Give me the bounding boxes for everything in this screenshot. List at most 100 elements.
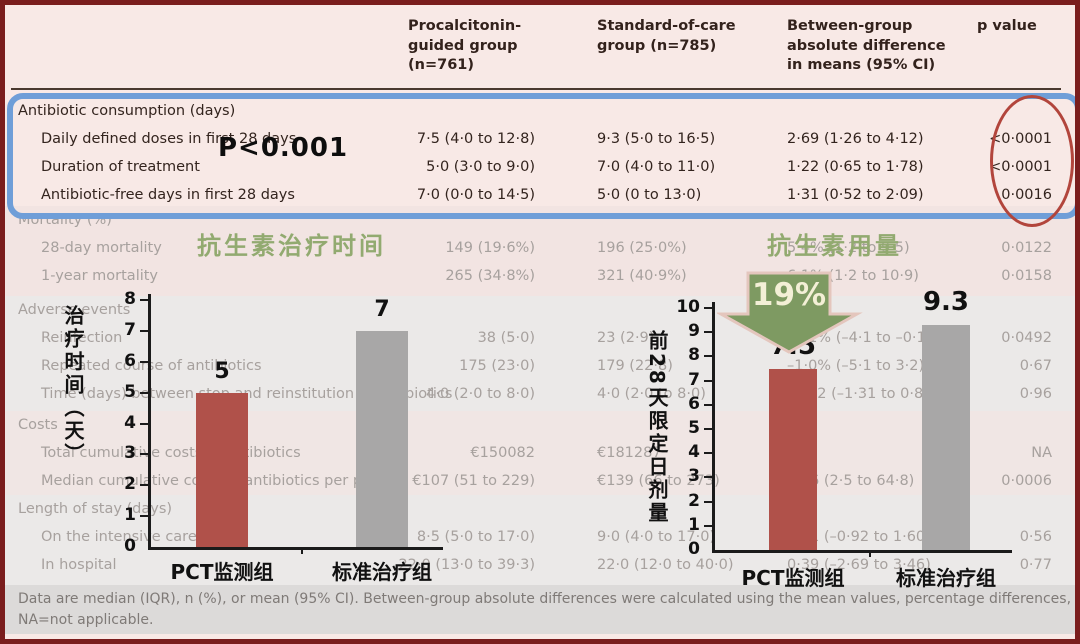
col-p-value: 0·56 xyxy=(1019,529,1052,545)
bar-value-label: 7 xyxy=(374,296,390,322)
col-pct-value: 265 (34·8%) xyxy=(445,268,535,284)
row-label: Reinfection xyxy=(41,330,123,346)
col-pct-value: 175 (23·0) xyxy=(459,358,535,374)
p-value-annotation: P<0.001 xyxy=(218,133,349,163)
column-header-p-value: p value xyxy=(977,18,1037,34)
bar-value-label: 9.3 xyxy=(922,286,970,317)
tick-mark xyxy=(140,515,148,518)
left-chart-title: 抗生素治疗时间 xyxy=(197,232,386,260)
bar-category-label: 标准治疗组 xyxy=(896,566,996,590)
col-pct-value: 38 (5·0) xyxy=(477,330,535,346)
bar xyxy=(769,368,817,550)
tick-label: 0 xyxy=(124,536,136,556)
tick-mark xyxy=(704,476,712,479)
col-p-value: NA xyxy=(1031,445,1052,461)
col-p-value: 0·96 xyxy=(1019,386,1052,402)
col-pct-value: 4·0 (2·0 to 8·0) xyxy=(426,386,535,402)
col-soc-value: €181287 xyxy=(597,445,662,461)
table-row: 1-year mortality 265 (34·8%) 321 (40·9%) 6·… xyxy=(5,262,1075,290)
table-row: Repeated course of antibiotics 175 (23·0)… xyxy=(5,352,1075,380)
section-length-of-stay: Length of stay (days) On the intensive ca… xyxy=(5,495,1075,585)
tick-label: 6 xyxy=(124,350,136,371)
col-soc-value: 196 (25·0%) xyxy=(597,240,687,256)
bar-category-label: PCT监测组 xyxy=(170,560,274,584)
table-row: In hospital 22·0 (13·0 to 39·3) 22·0 (12·0… xyxy=(5,551,1075,579)
table-row: Daily defined doses in first 28 days 7·5 … xyxy=(5,125,1075,153)
column-header-difference: Between-group absolute difference in mea… xyxy=(787,18,946,74)
col-soc-value: 5·0 (0 to 13·0) xyxy=(597,187,702,203)
col-soc-value: €139 (66 to 273) xyxy=(597,473,720,489)
col-soc-value: 4·0 (2·0 to 8·0) xyxy=(597,386,706,402)
bar xyxy=(356,330,408,547)
section-mortality: Mortality (%) 28-day mortality 149 (19·6%)… xyxy=(5,206,1075,296)
tick-label: 3 xyxy=(688,466,700,487)
col-diff-value: 0·21 (–0·92 to 1·60) xyxy=(787,529,931,545)
tick-label: 1 xyxy=(688,514,700,535)
p-values-circle-annotation xyxy=(990,95,1074,227)
bar xyxy=(922,324,970,550)
section-antibiotic-consumption: Antibiotic consumption (days) Daily defin… xyxy=(5,97,1075,209)
down-arrow-icon xyxy=(715,271,863,354)
row-label: Duration of treatment xyxy=(41,159,200,175)
col-soc-value: 9·0 (4·0 to 17·0) xyxy=(597,529,716,545)
section-adverse-events: Adverse events Reinfection 38 (5·0) 23 (2·9… xyxy=(5,296,1075,411)
col-diff-value: 1·31 (0·52 to 2·09) xyxy=(787,187,924,203)
col-soc-value: 9·3 (5·0 to 16·5) xyxy=(597,131,716,147)
section-title-row: Antibiotic consumption (days) xyxy=(5,97,1075,125)
section-title-row: Length of stay (days) xyxy=(5,495,1075,523)
col-soc-value: 23 (2·9) xyxy=(597,330,655,346)
col-diff-value: 5·4% (1·2 to 9·5) xyxy=(787,240,910,256)
column-header-pct-group: Procalcitonin-guided group (n=761) xyxy=(408,18,522,74)
tick-mark xyxy=(140,360,148,363)
col-diff-value: 1·22 (0·65 to 1·78) xyxy=(787,159,924,175)
chart-antibiotic-duration: 0 1 2 3 4 5 6 7 8 5 PCT监测组 7 标准治疗组 治疗时间（天） xyxy=(45,220,475,590)
col-soc-value: 22·0 (12·0 to 40·0) xyxy=(597,557,734,573)
tick-label: 7 xyxy=(124,319,136,340)
tick-mark xyxy=(140,422,148,425)
tick-label: 7 xyxy=(688,369,700,390)
col-pct-value: 149 (19·6%) xyxy=(445,240,535,256)
section-title: Length of stay (days) xyxy=(18,501,173,517)
tick-mark xyxy=(704,355,712,358)
row-label: 28-day mortality xyxy=(41,240,162,256)
col-diff-value: 2·69 (1·26 to 4·12) xyxy=(787,131,924,147)
col-p-value: 0·77 xyxy=(1019,557,1052,573)
tick-label: 4 xyxy=(688,442,700,463)
x-axis xyxy=(148,547,443,550)
row-label: Daily defined doses in first 28 days xyxy=(41,131,297,147)
tick-mark xyxy=(704,331,712,334)
y-axis xyxy=(712,302,715,552)
tick-label: 5 xyxy=(124,381,136,402)
col-diff-value: –1·0% (–5·1 to 3·2) xyxy=(787,358,925,374)
col-pct-value: 8·5 (5·0 to 17·0) xyxy=(416,529,535,545)
bar-category-label: PCT监测组 xyxy=(741,566,845,590)
col-pct-value: €107 (51 to 229) xyxy=(412,473,535,489)
col-pct-value: €150082 xyxy=(470,445,535,461)
tick-mark xyxy=(140,484,148,487)
col-diff-value: –0·22 (–1·31 to 0·88) xyxy=(787,386,939,402)
col-soc-value: 321 (40·9%) xyxy=(597,268,687,284)
tick-mark xyxy=(704,452,712,455)
row-label: 1-year mortality xyxy=(41,268,159,284)
column-header-soc-group: Standard-of-care group (n=785) xyxy=(597,18,736,54)
tick-label: 4 xyxy=(124,412,136,433)
tick-mark xyxy=(140,391,148,394)
row-label: In hospital xyxy=(41,557,117,573)
tick-label: 2 xyxy=(124,474,136,495)
col-pct-value: 5·0 (3·0 to 9·0) xyxy=(426,159,535,175)
section-title-row: Adverse events xyxy=(5,296,1075,324)
row-label: Antibiotic-free days in first 28 days xyxy=(41,187,295,203)
section-title: Costs xyxy=(18,417,58,433)
tick-label: 2 xyxy=(688,490,700,511)
tick-mark xyxy=(140,329,148,332)
col-diff-value: 33·6 (2·5 to 64·8) xyxy=(787,473,915,489)
tick-label: 1 xyxy=(124,505,136,526)
tick-mark xyxy=(140,299,148,301)
col-p-value: 0·0158 xyxy=(1001,268,1052,284)
y-axis-label: 治疗时间（天） xyxy=(61,305,85,466)
tick-label: 8 xyxy=(688,345,700,366)
tick-mark xyxy=(704,307,712,309)
col-pct-value: 22·0 (13·0 to 39·3) xyxy=(398,557,535,573)
